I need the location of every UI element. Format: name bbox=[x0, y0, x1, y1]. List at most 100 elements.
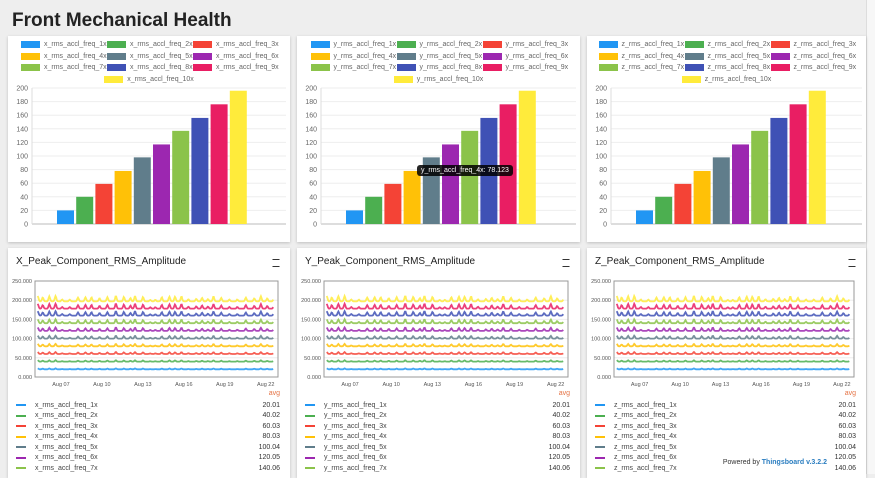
bar-4x[interactable] bbox=[693, 170, 711, 224]
legend-item[interactable]: y_rms_accl_freq_7x bbox=[310, 62, 396, 74]
legend-item[interactable]: x_rms_accl_freq_10x bbox=[15, 74, 283, 86]
legend-item[interactable]: z_rms_accl_freq_8x bbox=[684, 62, 770, 74]
series-line-3x[interactable] bbox=[37, 350, 274, 355]
legend-item[interactable]: y_rms_accl_freq_4x bbox=[310, 51, 396, 63]
legend-item[interactable]: y_rms_accl_freq_9x bbox=[482, 62, 568, 74]
avg-column-header[interactable]: avg bbox=[558, 390, 570, 397]
legend-item[interactable]: z_rms_accl_freq_1x bbox=[598, 39, 684, 51]
bar-7x[interactable] bbox=[172, 130, 190, 224]
series-line-5x[interactable] bbox=[36, 334, 274, 340]
legend-row[interactable]: x_rms_accl_freq_4x 80.03 bbox=[16, 432, 280, 442]
bar-7x[interactable] bbox=[751, 130, 769, 224]
series-line-1x[interactable] bbox=[326, 367, 564, 371]
series-line-9x[interactable] bbox=[615, 301, 851, 310]
series-line-9x[interactable] bbox=[36, 301, 274, 310]
bar-6x[interactable] bbox=[442, 144, 459, 224]
legend-item[interactable]: y_rms_accl_freq_2x bbox=[396, 39, 482, 51]
series-line-8x[interactable] bbox=[615, 309, 851, 317]
series-line-10x[interactable] bbox=[36, 293, 274, 303]
legend-row[interactable]: z_rms_accl_freq_3x 60.03 bbox=[595, 421, 856, 431]
legend-item[interactable]: z_rms_accl_freq_2x bbox=[684, 39, 770, 51]
legend-row[interactable]: x_rms_accl_freq_6x 120.05 bbox=[16, 453, 280, 463]
series-line-2x[interactable] bbox=[37, 359, 274, 363]
legend-item[interactable]: x_rms_accl_freq_6x bbox=[193, 51, 279, 63]
bar-3x[interactable] bbox=[95, 183, 113, 224]
legend-item[interactable]: x_rms_accl_freq_3x bbox=[193, 39, 279, 51]
series-line-8x[interactable] bbox=[36, 309, 274, 317]
legend-row[interactable]: z_rms_accl_freq_4x 80.03 bbox=[595, 432, 856, 442]
bar-9x[interactable] bbox=[789, 104, 807, 224]
legend-row[interactable]: z_rms_accl_freq_6x 120.05 bbox=[595, 453, 856, 463]
legend-item[interactable]: z_rms_accl_freq_10x bbox=[594, 74, 859, 86]
legend-item[interactable]: y_rms_accl_freq_1x bbox=[310, 39, 396, 51]
legend-item[interactable]: x_rms_accl_freq_1x bbox=[21, 39, 107, 51]
avg-column-header[interactable]: avg bbox=[268, 390, 280, 397]
legend-row[interactable]: z_rms_accl_freq_1x 20.01 bbox=[595, 400, 856, 410]
legend-item[interactable]: z_rms_accl_freq_3x bbox=[770, 39, 856, 51]
bar-7x[interactable] bbox=[461, 130, 479, 224]
bar-4x[interactable] bbox=[403, 170, 421, 224]
bar-9x[interactable] bbox=[210, 104, 228, 224]
series-line-6x[interactable] bbox=[325, 325, 564, 332]
legend-item[interactable]: x_rms_accl_freq_9x bbox=[193, 62, 279, 74]
series-line-7x[interactable] bbox=[615, 317, 851, 325]
legend-row[interactable]: x_rms_accl_freq_7x 140.06 bbox=[16, 463, 280, 473]
series-line-4x[interactable] bbox=[616, 342, 850, 348]
bar-5x[interactable] bbox=[133, 157, 151, 224]
legend-row[interactable]: z_rms_accl_freq_7x 140.06 bbox=[595, 463, 856, 473]
legend-item[interactable]: z_rms_accl_freq_9x bbox=[770, 62, 856, 74]
series-line-3x[interactable] bbox=[326, 350, 564, 355]
bar-2x[interactable] bbox=[76, 196, 94, 224]
series-line-10x[interactable] bbox=[325, 293, 564, 303]
series-line-8x[interactable] bbox=[325, 309, 564, 317]
legend-item[interactable]: x_rms_accl_freq_2x bbox=[107, 39, 193, 51]
legend-row[interactable]: x_rms_accl_freq_2x 40.02 bbox=[16, 411, 280, 421]
avg-column-header[interactable]: avg bbox=[844, 390, 856, 397]
legend-item[interactable]: z_rms_accl_freq_6x bbox=[770, 51, 856, 63]
legend-item[interactable]: y_rms_accl_freq_10x bbox=[304, 74, 573, 86]
bar-8x[interactable] bbox=[770, 117, 788, 224]
legend-row[interactable]: x_rms_accl_freq_5x 100.04 bbox=[16, 442, 280, 452]
legend-item[interactable]: y_rms_accl_freq_5x bbox=[396, 51, 482, 63]
series-line-7x[interactable] bbox=[325, 317, 564, 325]
bar-9x[interactable] bbox=[499, 104, 517, 224]
bar-2x[interactable] bbox=[365, 196, 383, 224]
legend-row[interactable]: z_rms_accl_freq_5x 100.04 bbox=[595, 442, 856, 452]
page-scrollbar[interactable] bbox=[866, 0, 875, 474]
fullscreen-icon[interactable] bbox=[848, 259, 856, 267]
thingsboard-link[interactable]: Thingsboard v.3.2.2 bbox=[761, 459, 827, 466]
series-line-2x[interactable] bbox=[616, 359, 850, 363]
bar-1x[interactable] bbox=[636, 210, 653, 224]
fullscreen-icon[interactable] bbox=[272, 259, 280, 267]
legend-item[interactable]: y_rms_accl_freq_6x bbox=[482, 51, 568, 63]
bar-8x[interactable] bbox=[191, 117, 209, 224]
bar-3x[interactable] bbox=[674, 183, 692, 224]
legend-item[interactable]: y_rms_accl_freq_3x bbox=[482, 39, 568, 51]
series-line-4x[interactable] bbox=[326, 342, 564, 348]
legend-row[interactable]: y_rms_accl_freq_4x 80.03 bbox=[305, 432, 570, 442]
bar-10x[interactable] bbox=[808, 90, 826, 224]
series-line-2x[interactable] bbox=[326, 359, 564, 363]
legend-row[interactable]: x_rms_accl_freq_1x 20.01 bbox=[16, 400, 280, 410]
series-line-6x[interactable] bbox=[36, 325, 274, 332]
series-line-10x[interactable] bbox=[615, 293, 851, 303]
series-line-3x[interactable] bbox=[616, 350, 850, 355]
legend-row[interactable]: z_rms_accl_freq_2x 40.02 bbox=[595, 411, 856, 421]
legend-item[interactable]: x_rms_accl_freq_7x bbox=[21, 62, 107, 74]
series-line-1x[interactable] bbox=[616, 367, 850, 371]
series-line-4x[interactable] bbox=[37, 342, 274, 348]
legend-item[interactable]: x_rms_accl_freq_8x bbox=[107, 62, 193, 74]
legend-item[interactable]: z_rms_accl_freq_7x bbox=[598, 62, 684, 74]
legend-row[interactable]: y_rms_accl_freq_7x 140.06 bbox=[305, 463, 570, 473]
bar-6x[interactable] bbox=[732, 144, 749, 224]
legend-row[interactable]: y_rms_accl_freq_3x 60.03 bbox=[305, 421, 570, 431]
bar-1x[interactable] bbox=[346, 210, 363, 224]
series-line-1x[interactable] bbox=[37, 367, 274, 371]
bar-4x[interactable] bbox=[114, 170, 132, 224]
legend-item[interactable]: y_rms_accl_freq_8x bbox=[396, 62, 482, 74]
series-line-5x[interactable] bbox=[325, 334, 564, 340]
legend-row[interactable]: y_rms_accl_freq_5x 100.04 bbox=[305, 442, 570, 452]
bar-3x[interactable] bbox=[384, 183, 402, 224]
bar-6x[interactable] bbox=[153, 144, 170, 224]
series-line-9x[interactable] bbox=[325, 301, 564, 310]
